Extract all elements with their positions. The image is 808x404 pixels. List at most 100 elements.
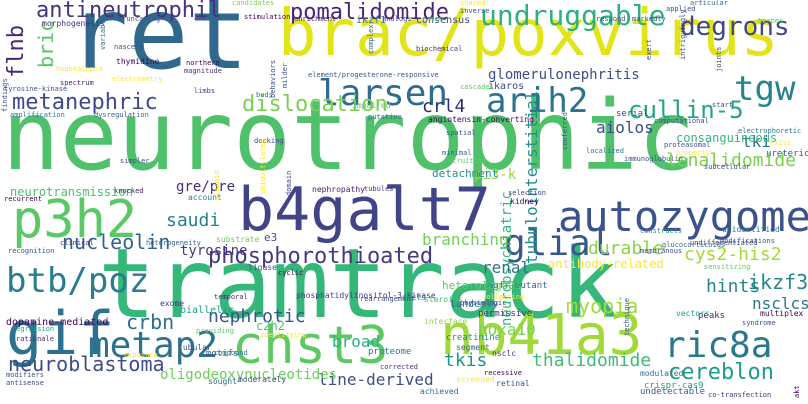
word-tki: tki [742,132,771,151]
word-spectrum: complex [367,24,375,54]
word-cullin-5: cullin-5 [628,96,744,124]
word-spatial: spatial [446,129,476,137]
word-rearrangement: rearrangement [360,295,415,303]
word-computational: behaviors [269,60,277,98]
word-dysregulation: antisense [6,379,44,387]
word-localized: exist [770,139,792,147]
word-branching: branching [422,230,509,249]
word-pi3-k: pi3-k [474,167,517,183]
word-nsclc: nsclc [492,349,517,358]
word-recognition: simpler [120,157,150,165]
word-segment: segment [456,343,490,352]
word-ducts: ducts [402,293,427,302]
word-gif: gif [6,299,115,369]
word-consensus: consensus [416,15,471,26]
word-glial: glial [504,223,613,264]
word-putative: thymidine [116,57,160,66]
word-start: milder [281,62,289,88]
word-proteasomal: intriguingly [679,9,687,60]
word-properly: joints [715,46,723,72]
word-conferred: proteasomal [664,141,711,149]
word-tubular: tubular [178,343,212,352]
word-hoxa10: hoxa10 [478,320,536,339]
word-subcellular: start [712,101,734,109]
word-tandemly: tandemly [450,299,499,310]
word-crispr-cas9: crispr-cas9 [644,381,704,391]
word-modulated: modulated [640,369,684,378]
word-shared: truncating [118,15,161,23]
word-ric8a: ric8a [664,325,773,366]
word-simpler: ubiquitylated [259,139,267,194]
word-nephrotic: nephrotic [208,306,306,327]
word-recessive: recessive [484,369,522,377]
word-egfr-mutant: egfr-mutant [488,281,548,291]
word-nascent: amplification [10,111,65,119]
word-unidentified: unidentified [722,225,780,234]
word-autozygome: autozygome [558,192,808,241]
word-phosphorothioated: phosphorothioated [208,244,434,269]
word-glomerulonephritis: glomerulonephritis [488,67,640,83]
word-element-progesterone-responsive: element/progesterone-responsive [308,71,439,79]
word-antibody-related: antibody-related [548,257,664,271]
word-e3: e3 [264,231,278,244]
word-exposure: rationale [16,335,54,343]
word-tgw: tgw [734,69,796,109]
word-identifying: identifying [260,331,307,339]
word-nucleolin: nucleolin [62,230,171,254]
word-achieved: achieved [420,387,459,396]
word-recurrent: plasmid [213,170,221,200]
word-screened: screened [456,375,495,384]
word-inverse: candidates [232,0,275,7]
word-enrichment: buds [256,91,273,99]
word-amplification: modifiers [6,371,44,379]
word-corrected: corrected [380,363,418,371]
word-electrophoretic: findings [1,78,9,112]
word-knocked: docking [254,137,284,145]
word-neuroblastoma: neuroblastoma [8,352,165,376]
word-exert: properly [676,149,710,157]
word-ikzf1: ikzf1 [356,15,387,26]
word-antineutrophil: antineutrophil [36,0,222,23]
word-hypokalemia: akt [793,385,801,398]
word-flnb: flnb [4,25,29,78]
word-cascades: electrophoretic [738,127,802,135]
word-creatinine: creatinine [446,333,501,343]
word-ubiquitylated: conferred [561,112,569,150]
word-tkis: tkis [444,350,488,371]
word-recruiting: recruiting [444,157,487,165]
word-peaks: peaks [698,311,726,321]
word-consanguineous: consanguineous [676,131,778,145]
word-physiologic: physiologic [460,299,507,307]
word-vectors: vectors [676,309,710,318]
word-ligase: ligase [248,263,277,272]
word-stimulation: limbs [194,87,216,95]
word-account: account [188,193,222,202]
word-nsclcs: nsclcs [752,294,808,313]
word-cys2-his2: cys2-his2 [684,244,782,265]
word-providing: providing [196,327,234,335]
word-tramtrack: tramtrack [98,228,619,340]
word-broad: broad [332,332,381,351]
word-immunoglobulin: computational [654,117,709,125]
word-magnitude: spectrum [60,79,94,87]
word-nb41a3: nb41a3 [440,303,643,368]
word-nephropathy: nephropathy [312,185,365,194]
word-btb-poz: btb/poz [6,261,150,301]
word-substrate: substrate [216,235,260,244]
word-dopamine-mediated: dopamine-mediated [6,317,109,328]
word-behaviors: respond [596,15,626,23]
word-constructs: constructs [640,227,683,235]
word-oligodeoxynucleotides: oligodeoxynucleotides [160,367,338,383]
word-saudi: saudi [166,210,221,231]
word-limbs: hypokalemia [56,65,103,73]
word-impaired: nascent [114,43,144,51]
word-clinical: knocked [114,187,144,195]
word-chst3: chst3 [232,316,389,376]
word-named: putative [368,113,402,121]
word-heterogeneity: heterogeneity [146,239,201,247]
word-docking: domain [285,170,293,196]
word-collecting: collecting [482,293,525,301]
word-crbn: crbn [126,310,175,334]
word-modifiers: clinical [60,239,94,247]
